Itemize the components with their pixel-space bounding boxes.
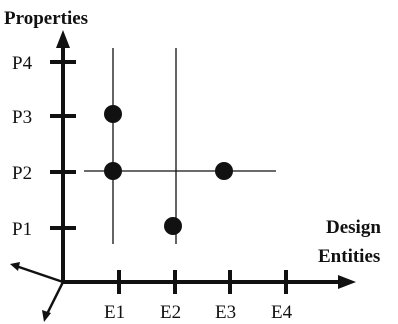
x-axis-arrowhead xyxy=(338,275,356,289)
oblique-axis-left-arrowhead xyxy=(10,262,20,271)
y-axis-arrowhead xyxy=(56,30,70,48)
point-e2-p1 xyxy=(164,217,182,235)
point-e1-p2 xyxy=(104,162,122,180)
oblique-axis-down-arrowhead xyxy=(42,310,51,322)
y-tick-label-p4: P4 xyxy=(12,53,33,74)
y-axis-title: Properties xyxy=(4,8,88,29)
y-tick-label-p1: P1 xyxy=(12,219,32,240)
x-tick-label-e3: E3 xyxy=(215,302,236,323)
y-tick-label-p3: P3 xyxy=(12,107,32,128)
x-tick-label-e1: E1 xyxy=(104,302,125,323)
oblique-axis-down xyxy=(44,281,65,317)
x-axis-title-line2: Entities xyxy=(318,246,380,267)
point-e1-p3 xyxy=(104,105,122,123)
x-tick-label-e4: E4 xyxy=(271,302,293,323)
y-tick-label-p2: P2 xyxy=(12,163,32,184)
point-e3-p2 xyxy=(215,162,233,180)
x-axis-title-line1: Design xyxy=(326,217,381,238)
oblique-axis-left xyxy=(15,264,64,284)
x-tick-label-e2: E2 xyxy=(160,302,181,323)
